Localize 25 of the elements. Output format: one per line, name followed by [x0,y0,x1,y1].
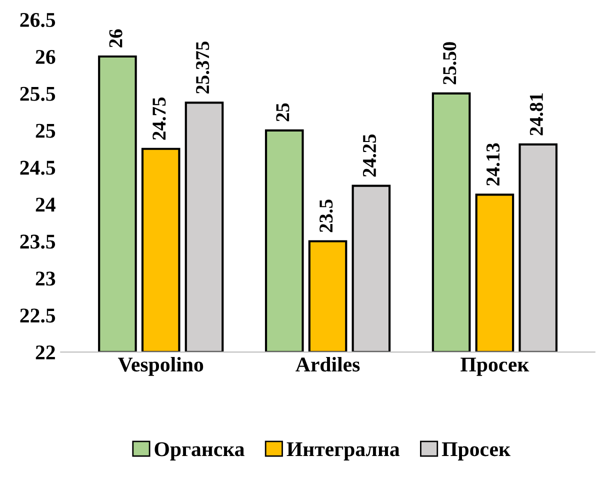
y-tick-label: 26 [36,50,56,64]
legend-label: Органска [154,442,244,460]
data-label: 24.25 [362,134,376,177]
data-label: 23.5 [320,200,333,232]
y-tick-label: 25 [36,124,56,138]
x-tick-label: Просек [460,358,530,376]
legend-label: Просек [442,442,510,460]
y-tick-label: 22 [36,346,55,360]
data-label: 25.50 [443,42,456,84]
y-tick-label: 24 [36,198,56,212]
y-tick-label: 22.5 [20,308,56,323]
y-tick-label: 25.5 [20,86,56,101]
data-label: 24.81 [530,93,544,136]
data-label: 26 [109,29,122,48]
y-tick-label: 26.5 [20,12,56,28]
y-tick-label: 23 [36,272,56,286]
x-tick-label: Ardiles [296,356,360,372]
y-tick-label: 24.5 [20,160,56,175]
data-label: 25.375 [196,42,210,94]
y-tick-label: 23.5 [20,234,56,249]
data-label: 24.75 [152,98,166,140]
data-label: 24.13 [486,143,500,186]
legend-label: Интегрална [286,442,400,460]
x-tick-label: Vespolino [118,356,204,376]
data-label: 25 [276,103,290,122]
